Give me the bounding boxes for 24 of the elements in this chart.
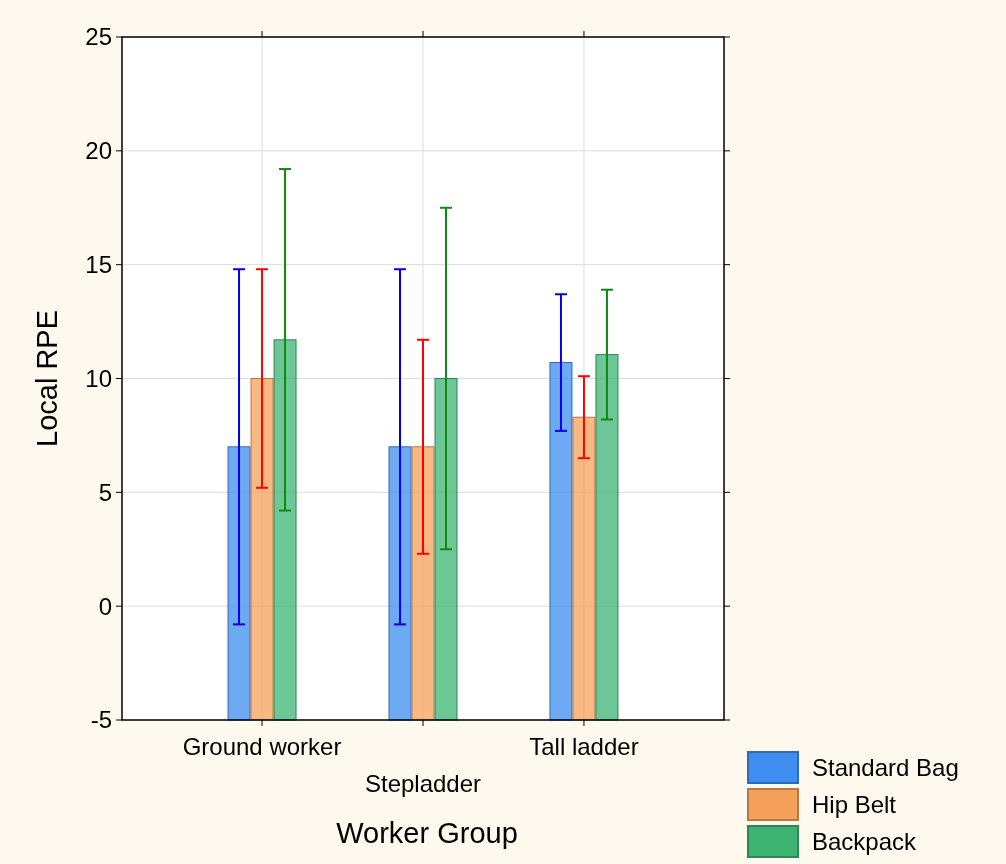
legend-label: Backpack xyxy=(812,828,918,856)
y-tick-label: 15 xyxy=(85,251,112,279)
bar xyxy=(595,354,619,721)
bar xyxy=(572,416,596,721)
bar xyxy=(250,378,274,721)
y-tick-label: 5 xyxy=(98,478,112,506)
bar xyxy=(227,446,251,721)
x-axis-title: Worker Group xyxy=(336,817,518,849)
y-tick-label: -5 xyxy=(90,706,112,734)
x-tick-label: Tall ladder xyxy=(529,733,639,760)
y-axis-title: Local RPE xyxy=(31,309,63,448)
x-tick-label: Stepladder xyxy=(364,770,482,797)
legend-label: Hip Belt xyxy=(812,791,897,819)
x-tick-label: Ground worker xyxy=(182,733,342,760)
bar xyxy=(434,378,458,721)
bar xyxy=(549,362,573,721)
y-tick-label: 20 xyxy=(85,137,112,165)
y-tick-label: 25 xyxy=(85,23,112,51)
y-tick-label: 0 xyxy=(98,592,112,620)
bar xyxy=(273,339,297,721)
y-tick-label: 10 xyxy=(85,364,112,392)
bar xyxy=(411,446,435,721)
bar xyxy=(388,446,412,721)
legend-label: Standard Bag xyxy=(812,754,959,782)
